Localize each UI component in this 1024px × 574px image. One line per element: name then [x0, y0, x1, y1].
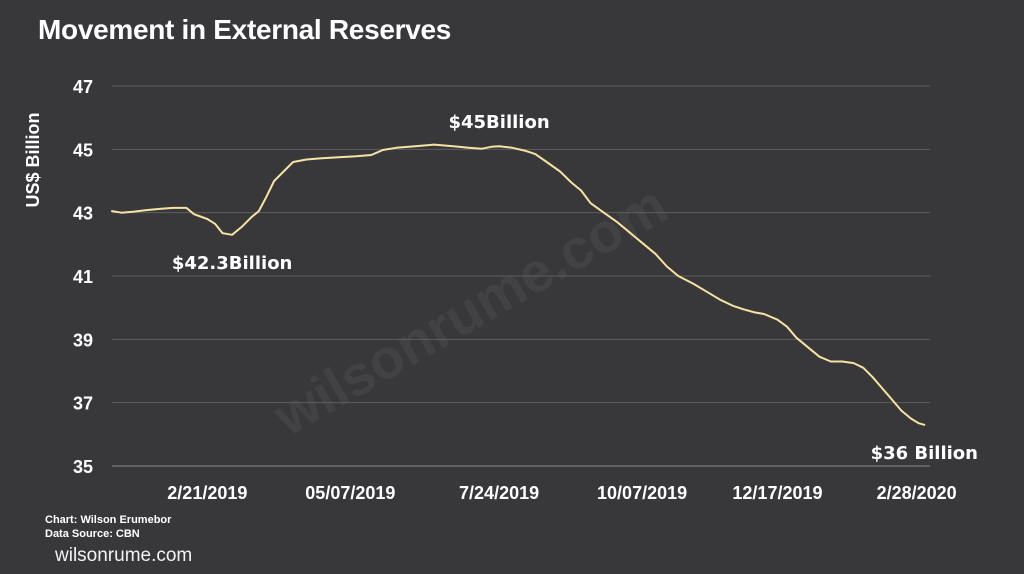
- data-source: Data Source: CBN: [45, 528, 140, 540]
- y-tick-label: 35: [73, 457, 93, 477]
- y-tick-label: 43: [73, 204, 93, 224]
- y-tick-label: 45: [73, 140, 93, 160]
- x-tick-label: 10/07/2019: [597, 483, 687, 503]
- x-tick-label: 2/28/2020: [877, 483, 957, 503]
- chart-credit: Chart: Wilson Erumebor: [45, 514, 172, 526]
- chart-title: Movement in External Reserves: [38, 14, 452, 45]
- annotation-label: $36 Billion: [871, 443, 978, 464]
- y-tick-label: 37: [73, 394, 93, 414]
- y-tick-label: 39: [73, 330, 93, 350]
- x-tick-label: 05/07/2019: [305, 483, 395, 503]
- y-tick-labels: 35 37 39 41 43 45 47: [73, 77, 93, 477]
- series-line-0: [111, 143, 926, 426]
- gridlines: [112, 85, 930, 467]
- annotations: $42.3Billion $45Billion $36 Billion: [172, 112, 978, 464]
- x-tick-label: 2/21/2019: [167, 483, 247, 503]
- y-tick-label: 47: [73, 77, 93, 97]
- annotation-label: $42.3Billion: [172, 253, 293, 274]
- x-tick-label: 12/17/2019: [732, 483, 822, 503]
- x-tick-labels: 2/21/2019 05/07/2019 7/24/2019 10/07/2019 12…: [167, 483, 956, 503]
- y-tick-label: 41: [73, 267, 93, 287]
- annotation-label: $45Billion: [448, 112, 549, 133]
- site-name: wilsonrume.com: [55, 545, 193, 566]
- series-group: [111, 143, 926, 426]
- x-tick-label: 7/24/2019: [459, 483, 539, 503]
